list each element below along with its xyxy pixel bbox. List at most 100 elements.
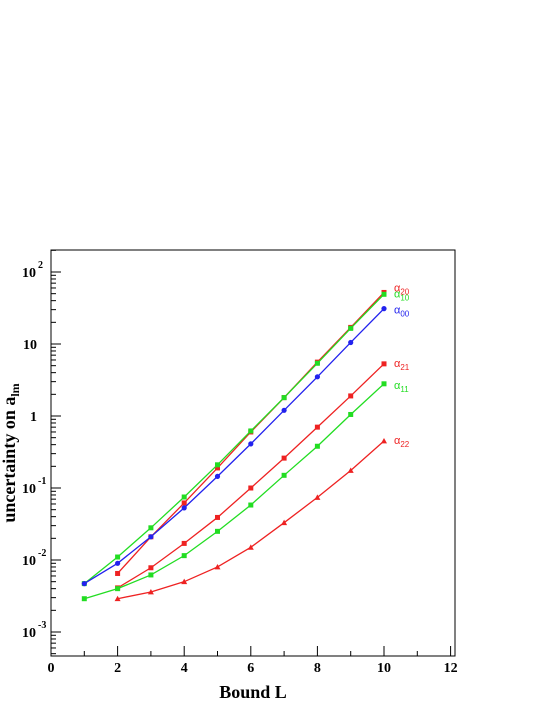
- series-11: [81, 381, 387, 602]
- x-tick-label: 0: [48, 661, 55, 676]
- data-point: [148, 572, 154, 578]
- data-point: [281, 472, 287, 478]
- data-point: [215, 514, 220, 520]
- series-label-11: α11: [394, 380, 409, 394]
- series-label-20: α20: [394, 282, 410, 296]
- data-point: [348, 325, 354, 331]
- x-tick-label: 6: [247, 661, 254, 676]
- series-00: [81, 306, 387, 587]
- x-axis: 0 2 4 6 8 10 12: [48, 646, 458, 676]
- x-tick-label: 8: [314, 661, 321, 676]
- series-line-11: [84, 383, 385, 600]
- data-point: [381, 361, 387, 367]
- data-point: [281, 407, 287, 413]
- data-point: [115, 570, 121, 576]
- data-point: [215, 462, 220, 468]
- data-point: [248, 502, 254, 508]
- data-point: [381, 381, 387, 387]
- data-point: [281, 395, 287, 401]
- data-point: [181, 505, 187, 511]
- data-point: [81, 596, 87, 602]
- data-point: [181, 500, 187, 506]
- series-label-sub: 21: [400, 363, 409, 372]
- series-line-22: [117, 440, 385, 600]
- data-point: [148, 525, 154, 531]
- series-10: [81, 291, 387, 587]
- data-point: [348, 411, 354, 417]
- series-label-10: α10: [394, 288, 410, 302]
- data-point: [181, 578, 188, 585]
- y-axis-title-group: uncertainty on alm: [0, 383, 22, 522]
- data-point: [348, 393, 354, 399]
- data-point: [381, 437, 387, 444]
- y-tick-label: 10: [22, 554, 36, 569]
- data-point: [214, 563, 221, 570]
- series-label-sub: 22: [400, 440, 409, 449]
- data-point: [115, 586, 121, 592]
- series-label-name: α: [394, 435, 401, 447]
- y-tick-exponent: 2: [38, 260, 43, 271]
- data-point: [314, 494, 321, 500]
- series-label-name: α: [394, 305, 401, 317]
- series-label-00: α00: [394, 305, 410, 319]
- y-tick-label: 10: [23, 338, 37, 353]
- data-point: [214, 473, 221, 479]
- series-label-name: α: [394, 288, 401, 300]
- data-point: [314, 424, 320, 430]
- series-label-sub: 11: [400, 385, 409, 394]
- data-point: [215, 465, 220, 471]
- series-line-10: [83, 293, 385, 585]
- series-21: [115, 361, 387, 591]
- y-tick-exponent: -1: [38, 476, 46, 487]
- series-label-sub: 10: [400, 293, 409, 302]
- data-point: [148, 565, 154, 571]
- data-point: [215, 528, 220, 534]
- series-label-22: α22: [394, 435, 410, 449]
- y-tick-label: 10: [22, 482, 36, 497]
- y-axis-title: uncertainty on alm: [0, 383, 22, 522]
- data-point: [281, 455, 287, 461]
- data-point: [381, 306, 387, 312]
- y-tick-label: 10: [22, 626, 36, 641]
- series-label-name: α: [394, 282, 401, 294]
- data-point: [248, 428, 254, 434]
- series-label-name: α: [394, 358, 401, 370]
- y-axis-title-main: uncertainty on a: [0, 397, 19, 523]
- data-point: [181, 540, 187, 546]
- x-tick-label: 12: [444, 661, 458, 676]
- data-point: [248, 441, 254, 447]
- y-tick-label: 1: [30, 410, 37, 425]
- series-line-00: [83, 308, 385, 585]
- data-point: [314, 360, 320, 366]
- y-axis-title-sub: lm: [8, 383, 22, 396]
- data-point: [181, 494, 187, 500]
- data-point: [347, 467, 354, 473]
- plot-frame: [50, 249, 456, 657]
- data-point: [81, 581, 87, 587]
- y-tick-exponent: -2: [38, 548, 46, 559]
- data-point: [281, 519, 288, 526]
- x-axis-title: Bound L: [219, 682, 287, 702]
- x-tick-label: 10: [377, 661, 391, 676]
- data-point: [148, 534, 154, 540]
- x-tick-label: 4: [181, 661, 188, 676]
- series-label-name: α: [394, 380, 401, 392]
- data-point: [248, 485, 254, 491]
- y-tick-exponent: -3: [38, 620, 46, 631]
- data-point: [348, 339, 354, 346]
- series-22: [114, 437, 387, 602]
- data-point: [147, 588, 154, 595]
- data-point: [115, 560, 121, 566]
- data-point: [114, 595, 121, 602]
- series-label-sub: 20: [400, 287, 409, 296]
- x-tick-label: 2: [114, 661, 121, 676]
- data-point: [181, 553, 187, 559]
- data-point: [115, 554, 121, 560]
- series-layer: [81, 289, 387, 602]
- series-label-21: α21: [394, 358, 410, 372]
- data-point: [247, 544, 254, 550]
- data-point: [381, 291, 387, 297]
